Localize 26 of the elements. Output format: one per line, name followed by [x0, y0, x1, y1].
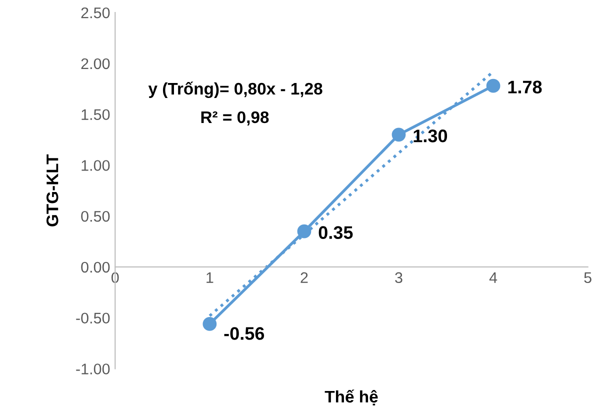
- annotation: R² = 0,98: [201, 111, 269, 126]
- y-tick-label: -1.00: [76, 364, 110, 374]
- x-tick-label: 2: [300, 272, 308, 283]
- point: [202, 317, 217, 331]
- y-tick-label: 2.00: [81, 58, 110, 70]
- x-tick-label: 0: [111, 272, 119, 284]
- data-label: 1.78: [508, 80, 542, 94]
- x-tick-label: 5: [584, 272, 592, 284]
- x-tick-label: 1: [206, 272, 214, 283]
- y-tick-label: 1.50: [82, 109, 110, 120]
- point: [486, 78, 500, 93]
- data-label: 0.35: [318, 226, 353, 239]
- point: [392, 128, 406, 142]
- data-label: 1.30: [414, 130, 448, 142]
- y-tick-label: 2.50: [81, 7, 110, 18]
- y-tick-label: 0.50: [81, 210, 110, 222]
- x-tick-label: 4: [489, 272, 498, 283]
- y-axis-title: GTG-KLT: [46, 154, 58, 226]
- data-label: -0.56: [224, 327, 264, 340]
- point: [297, 224, 312, 238]
- y-tick-label: 1.00: [82, 160, 110, 171]
- x-tick-label: 3: [395, 272, 402, 284]
- x-axis-title: Thế hệ: [324, 390, 378, 406]
- annotation: y (Trống)= 0,80x - 1,28: [148, 82, 322, 98]
- y-tick-label: -0.50: [76, 312, 110, 324]
- y-tick-label: 0.00: [81, 262, 110, 273]
